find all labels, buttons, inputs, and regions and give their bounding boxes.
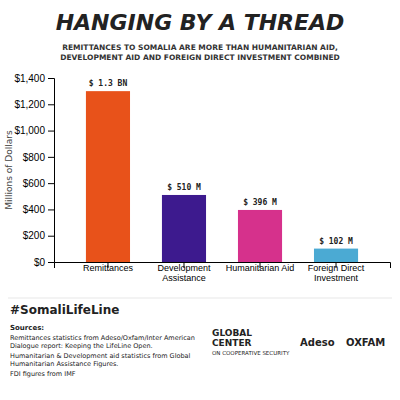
- text-line: Sources:: [10, 324, 44, 332]
- text-line: Foreign Direct: [308, 263, 365, 273]
- y-tick: $800: [23, 152, 54, 163]
- y-tick-label: $200: [23, 230, 46, 241]
- text-line: Dialogue report: Keeping the LifeLine Op…: [10, 342, 153, 350]
- y-tick-label: $400: [23, 204, 46, 215]
- x-tick-label: DevelopmentAssistance: [157, 263, 211, 283]
- y-tick-label: $1,000: [14, 125, 45, 136]
- logo-text: Adeso: [300, 337, 335, 348]
- y-tick-mark: [48, 236, 54, 237]
- x-tick: Humanitarian Aid: [226, 262, 295, 273]
- y-tick: $200: [23, 230, 54, 241]
- bars: [86, 91, 358, 262]
- y-tick-label: $0: [34, 257, 46, 268]
- x-tick-label: Humanitarian Aid: [226, 263, 295, 273]
- text-line: Remittances statistics from Adeso/Oxfam/…: [10, 334, 195, 342]
- text-line: GLOBAL: [212, 328, 252, 338]
- data-label: $ 1.3 BN: [89, 79, 128, 88]
- y-tick-mark: [48, 157, 54, 158]
- y-tick-mark: [48, 209, 54, 210]
- bar: [314, 249, 358, 262]
- text-line: CENTER: [212, 338, 252, 348]
- logo-text: CENTER: [212, 338, 252, 348]
- y-tick: $1,200: [14, 99, 54, 110]
- plot: $0 $200 $400 $600 $800 $1,000 $1,200 $1,400 Remi…: [14, 73, 390, 283]
- divider: [8, 298, 392, 299]
- data-label: $ 102 M: [319, 237, 353, 246]
- y-tick-mark: [48, 131, 54, 132]
- text-line: Humanitarian & Development aid statistic…: [10, 352, 191, 360]
- y-tick-mark: [48, 104, 54, 105]
- y-axis-title: Millions of Dollars: [4, 130, 14, 210]
- data-label: $ 396 M: [243, 198, 277, 207]
- bar: [86, 91, 130, 262]
- y-tick-mark: [48, 183, 54, 184]
- text-line: #SomaliLifeLine: [10, 303, 119, 317]
- x-tick-label: Foreign DirectInvestment: [308, 263, 365, 283]
- logo-text: ON COOPERATIVE SECURITY: [212, 350, 290, 356]
- y-axis: $0 $200 $400 $600 $800 $1,000 $1,200 $1,400: [14, 73, 54, 268]
- sources-text: FDI figures from IMF: [10, 370, 76, 378]
- y-tick-label: $1,400: [14, 73, 45, 84]
- y-tick-mark: [48, 262, 54, 263]
- y-tick-label: $1,200: [14, 99, 45, 110]
- text-line: FDI figures from IMF: [10, 370, 76, 378]
- y-tick: $600: [23, 178, 54, 189]
- y-tick-mark: [48, 78, 54, 79]
- logo-text: GLOBAL: [212, 328, 252, 338]
- subtitle: REMITTANCES TO SOMALIA ARE MORE THAN HUM…: [60, 43, 340, 62]
- text-line: Development: [157, 263, 211, 273]
- y-tick: $1,400: [14, 73, 54, 84]
- y-tick-label: $600: [23, 178, 46, 189]
- data-labels: $ 1.3 BN $ 510 M $ 396 M $ 102 M: [89, 79, 353, 245]
- logo-text: OXFAM: [346, 337, 385, 348]
- text-line: DEVELOPMENT AID AND FOREIGN DIRECT INVES…: [60, 53, 340, 62]
- bar: [238, 210, 282, 262]
- sources-text: Remittances statistics from Adeso/Oxfam/…: [10, 334, 195, 350]
- sources-label: Sources:: [10, 324, 44, 332]
- text-line: OXFAM: [346, 337, 385, 348]
- title: HANGING BY A THREAD: [56, 10, 345, 35]
- text-line: ON COOPERATIVE SECURITY: [212, 350, 290, 356]
- text-line: Adeso: [300, 337, 335, 348]
- hashtag: #SomaliLifeLine: [10, 303, 119, 317]
- text-line: Humanitarian Aid: [226, 263, 295, 273]
- y-tick: $0: [34, 257, 54, 268]
- text-line: Humanitarian Assistance Figures.: [10, 360, 118, 368]
- text-line: Remittances: [83, 263, 134, 273]
- y-tick: $1,000: [14, 125, 54, 136]
- y-tick-label: $800: [23, 152, 46, 163]
- text-line: REMITTANCES TO SOMALIA ARE MORE THAN HUM…: [62, 43, 338, 52]
- chart: HANGING BY A THREAD REMITTANCES TO SOMALI…: [0, 0, 400, 400]
- x-axis: Remittances DevelopmentAssistance Humanita…: [55, 262, 391, 283]
- x-tick: DevelopmentAssistance: [157, 262, 211, 283]
- data-label: $ 510 M: [167, 183, 201, 192]
- y-axis-line: [48, 79, 55, 263]
- y-tick: $400: [23, 204, 54, 215]
- text-line: Investment: [314, 273, 359, 283]
- text-line: Assistance: [162, 273, 206, 283]
- sources-text: Humanitarian & Development aid statistic…: [10, 352, 191, 368]
- x-tick: Remittances: [83, 262, 134, 273]
- x-tick: Foreign DirectInvestment: [308, 262, 365, 283]
- x-tick-label: Remittances: [83, 263, 134, 273]
- bar: [162, 195, 206, 262]
